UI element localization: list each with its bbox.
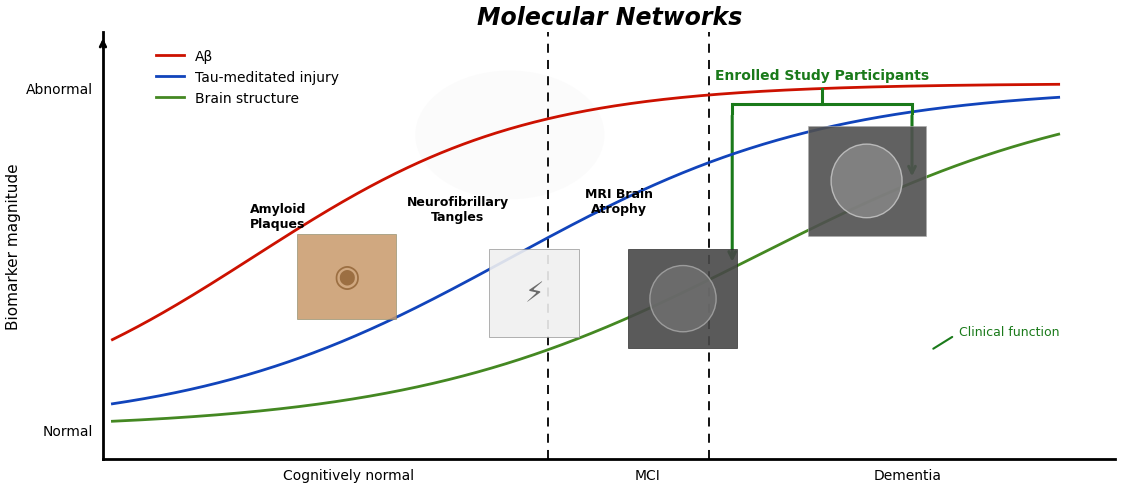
Text: ⚡: ⚡ [525,280,544,307]
Ellipse shape [831,145,902,218]
Ellipse shape [415,71,604,200]
Text: Amyloid
Plaques: Amyloid Plaques [250,203,306,230]
Ellipse shape [650,266,716,332]
FancyBboxPatch shape [628,249,736,348]
FancyBboxPatch shape [808,126,926,237]
Text: Neurofibrillary
Tangles: Neurofibrillary Tangles [407,195,509,223]
FancyBboxPatch shape [297,235,397,319]
Text: Clinical function: Clinical function [960,325,1059,339]
Y-axis label: Biomarker magnitude: Biomarker magnitude [6,163,20,329]
Title: Molecular Networks: Molecular Networks [476,5,742,29]
Text: ◉: ◉ [334,263,361,291]
FancyBboxPatch shape [489,249,578,338]
Text: MRI Brain
Atrophy: MRI Brain Atrophy [585,188,652,216]
Text: Enrolled Study Participants: Enrolled Study Participants [715,68,929,82]
Legend: Aβ, Tau-meditated injury, Brain structure: Aβ, Tau-meditated injury, Brain structur… [150,44,344,111]
